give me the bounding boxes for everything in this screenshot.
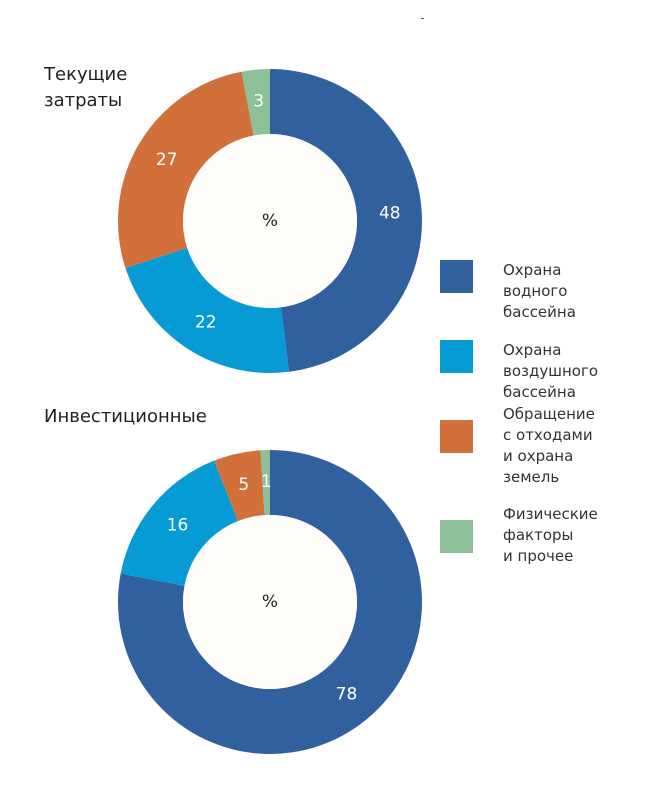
center-percent-label: % [262,592,278,612]
legend-label-waste: Обращение с отходами и охрана земель [503,405,595,486]
data-label-air: 22 [195,312,217,332]
data-label-waste: 27 [156,150,178,170]
slice-waste [117,71,254,268]
chart-title-investment: Инвестиционные [44,406,207,427]
data-label-air: 16 [167,516,189,536]
donut-investment: 78 16 5 1% [117,450,423,754]
data-label-physical: 1 [261,472,272,492]
stray-tick-mark [421,18,424,19]
slice-air [125,247,290,373]
slice-physical [241,69,270,136]
legend-label-physical: Физические факторы и прочее [503,505,598,565]
data-label-water: 48 [379,203,401,223]
slice-waste [214,450,265,522]
center-percent-label: % [262,211,278,231]
legend-label-water: Охрана водного бассейна [503,261,576,321]
data-label-waste: 5 [238,475,249,495]
donut-hole [183,134,357,308]
slice-water [270,69,423,372]
donut-current-costs: 48 22 27 3% [117,69,423,373]
legend-swatch-physical [440,520,473,553]
slice-air [120,460,238,586]
data-label-water: 78 [336,684,358,704]
data-label-physical: 3 [253,92,264,112]
chart-title-current-costs: Текущие затраты [44,64,128,111]
donut-hole [183,515,357,689]
slice-water [117,450,423,754]
slice-physical [260,450,270,516]
legend-swatch-air [440,340,473,373]
legend-label-air: Охрана воздушного бассейна [503,341,599,401]
legend-swatch-water [440,260,473,293]
legend-swatch-waste [440,420,473,453]
